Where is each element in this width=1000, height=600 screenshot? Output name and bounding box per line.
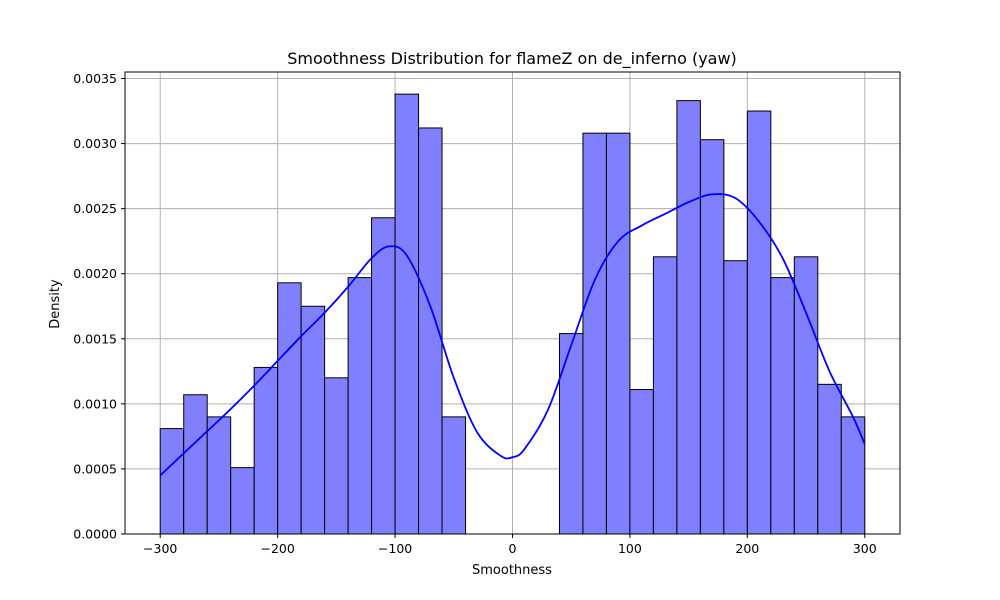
histogram-bar bbox=[652, 256, 678, 535]
y-axis-ticks: 0.0000 0.0005 0.0010 0.0015 0.0020 0.0025 0.00… bbox=[73, 71, 125, 542]
histogram-bar bbox=[394, 93, 420, 535]
histogram-bar bbox=[300, 305, 326, 535]
histogram-bar bbox=[159, 428, 185, 535]
histogram-bar bbox=[347, 277, 373, 535]
histogram-bar bbox=[324, 377, 349, 535]
y-tick-label: 0.0035 bbox=[73, 71, 117, 86]
y-axis-title: Density bbox=[48, 279, 63, 329]
histogram-bar bbox=[629, 389, 654, 535]
histogram-bar bbox=[183, 394, 208, 535]
x-axis-ticks: −300 −200 −100 0 100 200 300 bbox=[143, 534, 877, 556]
x-tick-label: −100 bbox=[378, 541, 412, 556]
histogram-bar bbox=[558, 333, 584, 535]
x-tick-label: −200 bbox=[260, 541, 294, 556]
x-tick-label: −300 bbox=[143, 541, 177, 556]
histogram-bars bbox=[159, 93, 866, 535]
y-tick-label: 0.0015 bbox=[73, 331, 117, 346]
chart-title: Smoothness Distribution for flameZ on de… bbox=[287, 49, 737, 69]
x-tick-label: 300 bbox=[853, 541, 877, 556]
histogram-bar bbox=[230, 467, 255, 535]
y-tick-label: 0.0000 bbox=[73, 527, 117, 542]
x-axis-title: Smoothness bbox=[472, 563, 552, 578]
histogram-bar bbox=[582, 132, 607, 535]
histogram-bar bbox=[371, 217, 396, 535]
histogram-bar bbox=[206, 416, 232, 535]
histogram-bar bbox=[723, 260, 748, 535]
y-tick-label: 0.0025 bbox=[73, 201, 117, 216]
x-tick-label: 100 bbox=[618, 541, 642, 556]
histogram-bar bbox=[817, 383, 842, 535]
histogram-bar bbox=[253, 366, 279, 535]
histogram-bar bbox=[277, 282, 302, 535]
histogram-bar bbox=[441, 416, 467, 535]
y-tick-label: 0.0020 bbox=[73, 266, 117, 281]
histogram-bar bbox=[746, 110, 772, 535]
y-tick-label: 0.0030 bbox=[73, 136, 117, 151]
histogram-bar bbox=[676, 100, 701, 535]
histogram-bar bbox=[699, 139, 725, 535]
x-tick-label: 200 bbox=[735, 541, 759, 556]
y-tick-label: 0.0005 bbox=[73, 461, 117, 476]
y-tick-label: 0.0010 bbox=[73, 396, 117, 411]
histogram-bar bbox=[605, 132, 631, 535]
histogram-bar bbox=[770, 277, 795, 535]
histogram-bar bbox=[793, 256, 819, 535]
kde-curve bbox=[159, 193, 866, 477]
x-tick-label: 0 bbox=[509, 541, 517, 556]
